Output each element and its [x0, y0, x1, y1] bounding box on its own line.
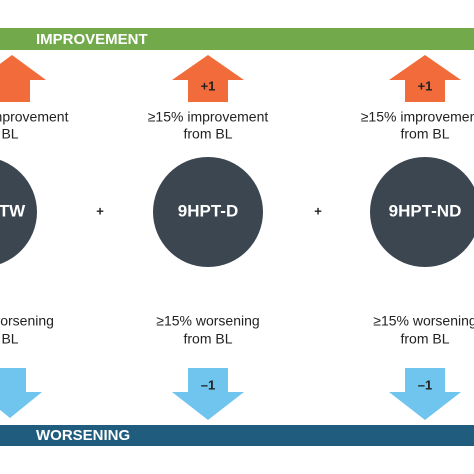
caption: from BL	[183, 126, 232, 142]
caption: from BL	[400, 126, 449, 142]
measure-circle	[153, 157, 263, 267]
down-arrow	[389, 368, 461, 420]
measure-label: TW	[0, 201, 26, 220]
measure-label: 9HPT-ND	[389, 201, 462, 220]
caption: from BL	[183, 331, 232, 347]
worsening-bar	[0, 425, 474, 446]
arrow-label: +1	[418, 78, 433, 93]
caption: ≥15% worsening	[156, 313, 259, 329]
up-arrow	[389, 55, 461, 102]
caption: ≥15% improvement	[361, 109, 474, 125]
arrow-label: –1	[418, 377, 432, 392]
caption: from BL	[400, 331, 449, 347]
measure-label: 9HPT-D	[178, 201, 238, 220]
arrow-label: +1	[201, 78, 216, 93]
up-arrow	[0, 55, 46, 102]
arrow-label: –1	[201, 377, 215, 392]
improvement-label: IMPROVEMENT	[36, 31, 148, 48]
caption: improvement	[0, 109, 69, 125]
down-arrow	[0, 368, 42, 418]
plus-sign: +	[314, 203, 322, 218]
measure-circle	[0, 160, 37, 264]
caption: BL	[1, 126, 18, 142]
plus-sign: +	[96, 203, 104, 218]
up-arrow	[172, 55, 244, 102]
down-arrow	[172, 368, 244, 420]
worsening-label: WORSENING	[36, 427, 130, 444]
caption: ≥15% worsening	[373, 313, 474, 329]
measure-circle	[370, 157, 474, 267]
improvement-bar	[0, 28, 474, 50]
caption: worsening	[0, 313, 54, 329]
caption: ≥15% improvement	[148, 109, 269, 125]
caption: BL	[1, 331, 18, 347]
